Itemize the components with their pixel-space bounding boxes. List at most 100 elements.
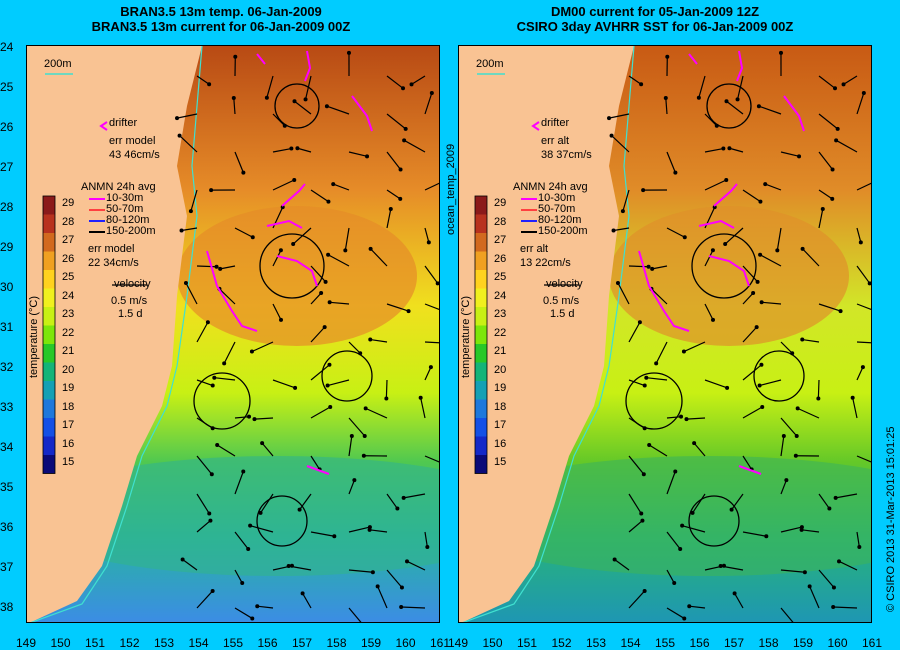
- current-arrow: [651, 288, 668, 305]
- current-arrow: [666, 531, 681, 550]
- current-arrow: [234, 227, 254, 238]
- right_panel-err-value2: 13 22cm/s: [520, 257, 571, 269]
- right_panel-colorbar-tick: 20: [494, 363, 507, 376]
- current-arrow: [420, 397, 426, 419]
- left_panel-err-value2: 22 34cm/s: [88, 257, 139, 269]
- current-arrow: [652, 265, 668, 270]
- lat-tick-28: 28: [0, 200, 14, 214]
- lon-tick-r-149: 149: [447, 636, 469, 650]
- current-arrow: [333, 183, 350, 191]
- current-arrow: [348, 435, 353, 457]
- colorbar-swatch: [475, 270, 487, 289]
- right-panel-title: DM00 current for 05-Jan-2009 12Z CSIRO 3…: [440, 4, 870, 34]
- left_panel-colorbar-tick: 23: [62, 308, 75, 320]
- current-arrow: [179, 135, 198, 153]
- warm-eddy-patch: [177, 206, 417, 346]
- left_panel-colorbar-tick: 16: [62, 437, 75, 450]
- current-arrow: [370, 338, 388, 343]
- current-arrow: [628, 493, 642, 514]
- current-arrow: [386, 189, 401, 200]
- current-arrow: [797, 407, 820, 419]
- lat-tick-37: 37: [0, 560, 14, 574]
- current-arrow: [348, 151, 368, 157]
- current-arrow: [329, 301, 350, 305]
- lon-tick-r-158: 158: [758, 636, 779, 650]
- right_panel-scale-label: 200m: [476, 58, 504, 70]
- left_panel-colorbar-tick: 21: [62, 345, 75, 357]
- lon-tick-l-150: 150: [50, 636, 71, 650]
- current-arrow: [249, 525, 274, 533]
- current-arrow: [196, 590, 214, 609]
- lon-tick-l-156: 156: [257, 636, 278, 650]
- current-arrow: [729, 147, 744, 153]
- current-arrow: [196, 379, 213, 387]
- colorbar: [474, 195, 488, 474]
- eddy-swirl: [688, 495, 740, 547]
- current-arrow: [424, 265, 439, 284]
- current-arrow: [272, 147, 292, 153]
- left_panel-colorbar-tick: 17: [62, 419, 75, 431]
- current-arrow: [302, 593, 312, 609]
- current-arrow: [666, 416, 682, 419]
- current-arrow: [856, 227, 862, 243]
- current-arrow: [704, 113, 718, 127]
- current-arrow: [780, 151, 800, 157]
- current-arrow: [234, 416, 250, 419]
- current-arrow: [835, 139, 858, 153]
- current-arrow: [646, 377, 668, 381]
- current-arrow: [219, 288, 236, 305]
- current-arrow: [370, 248, 388, 267]
- colorbar-swatch: [475, 196, 487, 215]
- right_panel-colorbar-label: temperature (°C): [460, 295, 472, 378]
- left-map-panel: [26, 45, 440, 623]
- colorbar-swatch: [475, 307, 487, 326]
- eddy-swirl: [753, 350, 805, 402]
- colorbar-swatch: [43, 436, 55, 455]
- colorbar-swatch: [475, 418, 487, 437]
- current-arrow: [765, 183, 782, 191]
- lon-tick-r-159: 159: [792, 636, 814, 650]
- colorbar-swatch: [43, 325, 55, 344]
- current-arrow: [818, 113, 839, 130]
- left_panel-velocity-label: velocity: [114, 278, 151, 290]
- current-arrow: [266, 75, 274, 98]
- lat-tick-30: 30: [0, 280, 14, 294]
- current-arrow: [310, 189, 329, 203]
- right-title-line2: CSIRO 3day AVHRR SST for 06-Jan-2009 00Z: [516, 19, 794, 34]
- vertical-side-label: ocean_temp_2009: [445, 143, 457, 235]
- lat-tick-33: 33: [0, 400, 14, 414]
- colorbar-swatch: [475, 362, 487, 381]
- current-arrow: [809, 586, 820, 609]
- lon-tick-l-151: 151: [84, 636, 106, 650]
- current-arrow: [182, 559, 198, 571]
- current-arrow: [628, 590, 646, 609]
- current-arrow: [681, 525, 706, 533]
- current-arrow: [385, 379, 388, 399]
- current-arrow: [704, 379, 728, 389]
- right_panel-colorbar-tick: 22: [494, 326, 507, 339]
- current-arrow: [254, 417, 274, 420]
- current-arrow: [348, 417, 366, 437]
- current-arrow: [686, 417, 706, 420]
- current-arrow: [377, 586, 388, 609]
- current-arrow: [818, 189, 833, 200]
- current-arrow: [251, 341, 274, 353]
- right_panel-colorbar-tick: 18: [494, 400, 507, 413]
- australian-coast-land: [27, 46, 202, 622]
- lon-tick-l-155: 155: [222, 636, 244, 650]
- current-arrow: [683, 341, 706, 353]
- current-arrow: [185, 282, 198, 305]
- australian-coast-land: [459, 46, 634, 622]
- lon-tick-r-154: 154: [620, 636, 641, 650]
- current-arrow: [214, 377, 236, 381]
- current-arrow: [838, 560, 858, 571]
- current-arrow: [856, 92, 865, 115]
- current-arrow: [613, 227, 630, 232]
- colorbar-swatch: [475, 233, 487, 252]
- current-arrow: [233, 97, 236, 115]
- current-arrow: [411, 75, 426, 85]
- current-arrow: [628, 379, 645, 387]
- lon-tick-r-153: 153: [585, 636, 607, 650]
- right_panel-colorbar-tick: 17: [494, 419, 507, 431]
- lon-tick-l-154: 154: [188, 636, 209, 650]
